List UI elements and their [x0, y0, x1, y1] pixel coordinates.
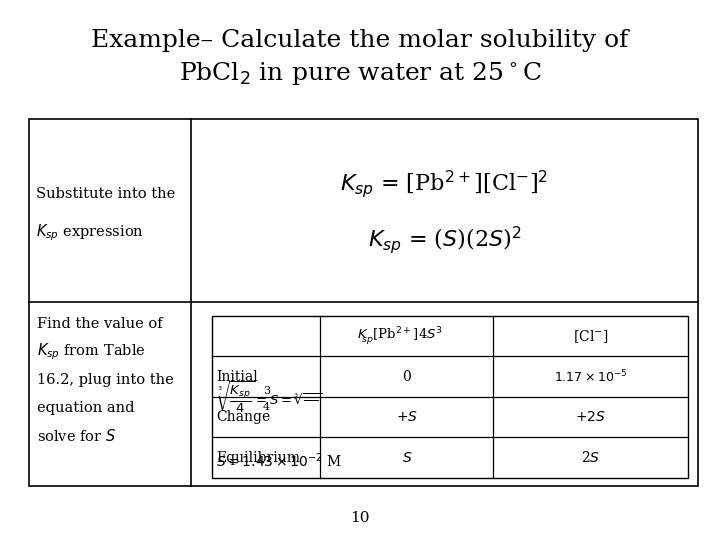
Text: solve for $S$: solve for $S$: [37, 428, 117, 444]
Text: $K_{sp}$ expression: $K_{sp}$ expression: [36, 222, 144, 242]
Text: Find the value of: Find the value of: [37, 317, 163, 331]
Text: Change: Change: [216, 410, 270, 424]
Text: Substitute into the: Substitute into the: [36, 187, 175, 201]
Text: 3: 3: [263, 387, 270, 396]
Text: 4: 4: [263, 402, 270, 411]
Text: 2$S$: 2$S$: [581, 450, 600, 465]
Text: Example– Calculate the molar solubility of: Example– Calculate the molar solubility …: [91, 29, 629, 52]
Text: $S$: $S$: [402, 451, 412, 464]
Text: 0: 0: [402, 370, 411, 383]
Text: Initial: Initial: [216, 370, 258, 383]
Text: Equilibrium: Equilibrium: [216, 451, 300, 464]
Text: equation and: equation and: [37, 401, 135, 415]
Bar: [212, 316, 688, 478]
Text: $K\!\!_{sp}^{}$[Pb$^{2+}$]4$S^3$: $K\!\!_{sp}^{}$[Pb$^{2+}$]4$S^3$: [356, 325, 443, 347]
Bar: [29, 119, 698, 486]
Text: $K_{sp}$ = [Pb$^{2+}$][Cl$^{-}$]$^2$: $K_{sp}$ = [Pb$^{2+}$][Cl$^{-}$]$^2$: [341, 167, 549, 200]
Text: $K_{sp}$ = ($S$)(2$S$)$^2$: $K_{sp}$ = ($S$)(2$S$)$^2$: [368, 224, 521, 256]
Text: 10: 10: [350, 511, 370, 525]
Text: $1.17\times10^{-5}$: $1.17\times10^{-5}$: [554, 368, 627, 385]
Text: $\sqrt[3]{\dfrac{K_{sp}}{4}} = S = \sqrt[3]{\dfrac{\ \ \ }{\ \ }}$: $\sqrt[3]{\dfrac{K_{sp}}{4}} = S = \sqrt…: [216, 379, 322, 415]
Text: [Cl$^{-}$]: [Cl$^{-}$]: [573, 328, 608, 345]
Text: PbCl$_2$ in pure water at 25$^\circ$C: PbCl$_2$ in pure water at 25$^\circ$C: [179, 61, 541, 88]
Text: $S = 1.43\times10^{-2}$ M: $S = 1.43\times10^{-2}$ M: [216, 451, 342, 470]
Text: 16.2, plug into the: 16.2, plug into the: [37, 373, 174, 387]
Text: $+S$: $+S$: [396, 410, 418, 424]
Text: $K_{sp}$ from Table: $K_{sp}$ from Table: [37, 342, 146, 362]
Text: $+2S$: $+2S$: [575, 410, 606, 424]
